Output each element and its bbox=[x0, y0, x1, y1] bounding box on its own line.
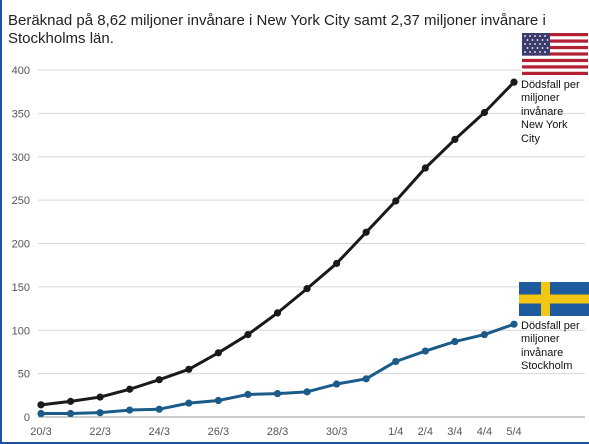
x-tick-label: 26/3 bbox=[208, 426, 229, 438]
data-point-stockholm bbox=[214, 396, 222, 405]
x-tick-label: 3/4 bbox=[447, 426, 462, 438]
data-point-stockholm bbox=[510, 320, 518, 328]
data-point-nyc bbox=[155, 376, 163, 384]
x-tick-label: 24/3 bbox=[149, 426, 170, 438]
y-tick-label: 0 bbox=[24, 412, 30, 424]
data-point-nyc bbox=[96, 393, 104, 401]
data-point-nyc bbox=[333, 259, 341, 268]
data-point-nyc bbox=[451, 135, 459, 143]
data-point-stockholm bbox=[480, 330, 489, 339]
y-tick-label: 50 bbox=[18, 369, 30, 381]
data-point-stockholm bbox=[421, 347, 429, 355]
data-point-stockholm bbox=[96, 409, 104, 417]
x-tick-label: 20/3 bbox=[30, 426, 51, 438]
data-point-stockholm bbox=[273, 389, 282, 398]
data-point-nyc bbox=[126, 385, 134, 393]
data-point-stockholm bbox=[392, 357, 400, 366]
series-layer bbox=[37, 78, 518, 418]
nyc-series-label: Dödsfall per miljoner invånare New York … bbox=[521, 79, 580, 145]
data-point-stockholm bbox=[333, 380, 341, 388]
y-axis-ticks: 0 50 100 150 200 250 300 350 400 bbox=[12, 65, 30, 424]
data-point-nyc bbox=[66, 397, 75, 405]
data-point-nyc bbox=[510, 78, 518, 86]
gridlines bbox=[38, 69, 585, 418]
data-point-stockholm bbox=[244, 390, 252, 399]
x-tick-label: 30/3 bbox=[326, 426, 347, 438]
y-tick-label: 250 bbox=[12, 195, 30, 207]
data-point-nyc bbox=[362, 228, 370, 236]
x-tick-label: 28/3 bbox=[267, 426, 288, 438]
y-tick-label: 100 bbox=[12, 325, 30, 337]
data-point-stockholm bbox=[303, 388, 311, 396]
data-point-stockholm bbox=[362, 375, 370, 383]
usa-flag-icon bbox=[522, 33, 588, 75]
x-axis-ticks: 20/3 22/3 24/3 26/3 28/3 30/3 1/4 2/4 3/4 4/4 5/4 bbox=[30, 426, 521, 438]
sweden-flag-icon bbox=[519, 282, 589, 316]
stockholm-series-label: Dödsfall per miljoner invånare Stockholm bbox=[521, 320, 580, 373]
data-point-stockholm bbox=[185, 399, 193, 407]
data-point-stockholm bbox=[126, 406, 134, 414]
chart-title: Beräknad på 8,62 miljoner invånare i New… bbox=[8, 12, 546, 47]
data-point-nyc bbox=[244, 330, 252, 339]
data-point-stockholm bbox=[451, 337, 459, 346]
data-point-stockholm bbox=[66, 409, 75, 418]
y-tick-label: 150 bbox=[12, 282, 30, 294]
data-point-stockholm bbox=[155, 405, 163, 413]
x-tick-label: 4/4 bbox=[477, 426, 492, 438]
data-point-nyc bbox=[392, 197, 400, 205]
y-tick-label: 300 bbox=[12, 152, 30, 164]
y-tick-label: 400 bbox=[12, 65, 30, 77]
data-point-nyc bbox=[214, 349, 222, 357]
data-point-nyc bbox=[37, 401, 45, 409]
data-point-nyc bbox=[421, 164, 429, 172]
data-point-stockholm bbox=[37, 409, 45, 418]
data-point-nyc bbox=[480, 108, 489, 117]
x-tick-label: 2/4 bbox=[418, 426, 433, 438]
x-tick-label: 22/3 bbox=[89, 426, 110, 438]
y-tick-label: 350 bbox=[12, 108, 30, 120]
data-point-nyc bbox=[273, 309, 282, 317]
y-tick-label: 200 bbox=[12, 239, 30, 251]
data-point-nyc bbox=[185, 365, 193, 373]
series-line-stockholm bbox=[41, 322, 515, 416]
x-tick-label: 1/4 bbox=[388, 426, 403, 438]
data-point-nyc bbox=[303, 285, 311, 293]
x-tick-label: 5/4 bbox=[506, 426, 521, 438]
